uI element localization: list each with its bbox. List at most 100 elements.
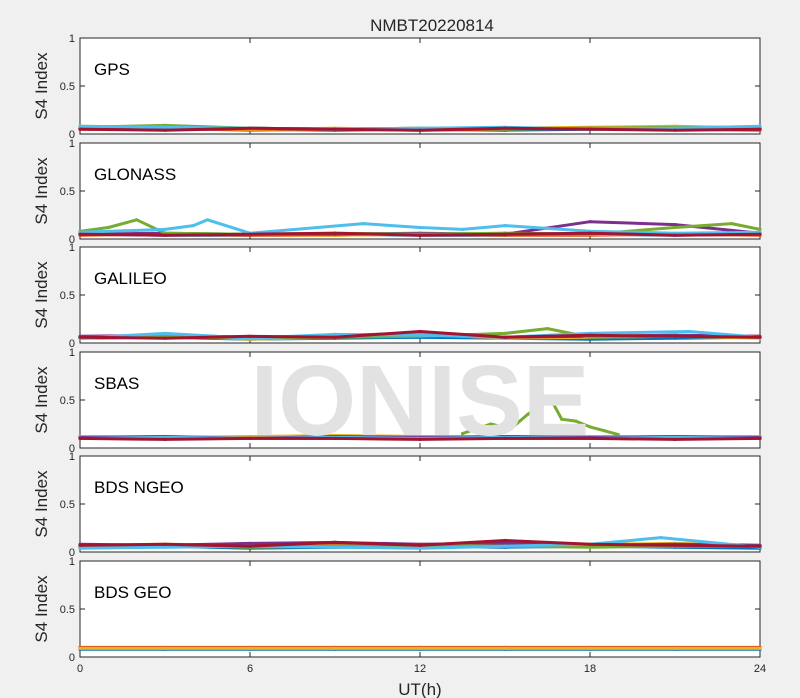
data-point bbox=[503, 538, 507, 543]
data-point bbox=[588, 545, 592, 549]
y-tick-label: 1 bbox=[69, 138, 75, 150]
plot-area bbox=[79, 351, 761, 449]
y-tick-label: 0 bbox=[69, 652, 75, 664]
data-point bbox=[418, 233, 422, 237]
x-axis-label: UT(h) bbox=[398, 680, 441, 698]
data-point bbox=[503, 541, 507, 546]
data-point bbox=[503, 335, 507, 339]
y-axis-label: S4 Index bbox=[32, 261, 51, 329]
data-point bbox=[489, 422, 493, 426]
data-point bbox=[163, 128, 167, 132]
data-point bbox=[163, 125, 167, 129]
data-point bbox=[602, 429, 606, 433]
data-point bbox=[503, 331, 507, 335]
y-tick-label: 0.5 bbox=[60, 81, 75, 93]
y-tick-label: 0 bbox=[69, 443, 75, 455]
y-tick-label: 0.5 bbox=[60, 186, 75, 198]
data-point bbox=[163, 233, 167, 237]
data-point bbox=[333, 332, 337, 336]
y-tick-label: 1 bbox=[69, 451, 75, 463]
data-point bbox=[588, 646, 592, 651]
y-tick-label: 1 bbox=[69, 242, 75, 254]
data-point bbox=[418, 329, 422, 334]
data-point bbox=[588, 231, 592, 235]
data-point bbox=[248, 646, 252, 651]
data-point bbox=[248, 334, 252, 338]
data-point bbox=[503, 232, 507, 236]
data-point bbox=[163, 227, 167, 231]
x-axis: 0 6 12 18 24 bbox=[77, 663, 766, 675]
data-point bbox=[361, 222, 365, 226]
data-point bbox=[78, 543, 82, 547]
data-point bbox=[418, 333, 422, 337]
data-point bbox=[78, 546, 82, 550]
y-tick-label: 0.5 bbox=[60, 499, 75, 511]
data-point bbox=[418, 546, 422, 550]
data-point bbox=[503, 436, 507, 440]
data-point bbox=[78, 335, 82, 339]
plot-area bbox=[79, 246, 761, 344]
data-point bbox=[616, 433, 620, 437]
panel-glonass: 0 0.5 1 S4 Index GLONASS bbox=[32, 138, 762, 246]
data-point bbox=[673, 437, 677, 441]
data-point bbox=[460, 432, 465, 436]
data-point bbox=[548, 396, 552, 400]
data-point bbox=[560, 417, 564, 421]
data-point bbox=[758, 436, 762, 440]
y-tick-label: 1 bbox=[69, 347, 75, 359]
data-point bbox=[758, 127, 762, 131]
data-point bbox=[333, 436, 337, 440]
data-point bbox=[588, 425, 592, 429]
data-point bbox=[333, 540, 337, 545]
y-axis-label: S4 Index bbox=[32, 157, 51, 225]
data-point bbox=[588, 127, 592, 131]
plot-area bbox=[79, 37, 761, 135]
data-point bbox=[163, 336, 167, 340]
data-point bbox=[758, 335, 762, 339]
data-point bbox=[545, 327, 550, 331]
data-point bbox=[687, 329, 691, 334]
data-point bbox=[78, 436, 82, 440]
y-tick-label: 0 bbox=[69, 547, 75, 559]
data-point bbox=[163, 646, 167, 651]
data-point bbox=[248, 544, 252, 548]
data-point bbox=[418, 128, 422, 132]
data-point bbox=[758, 544, 762, 548]
data-point bbox=[135, 218, 139, 222]
data-point bbox=[509, 427, 513, 431]
watermark: IONISE bbox=[251, 345, 590, 457]
data-point bbox=[659, 536, 663, 540]
data-point bbox=[333, 646, 337, 651]
data-point bbox=[333, 545, 337, 549]
y-tick-label: 1 bbox=[69, 33, 75, 45]
data-point bbox=[333, 231, 337, 235]
series-line bbox=[79, 218, 761, 235]
data-point bbox=[588, 436, 592, 440]
data-point bbox=[418, 543, 422, 547]
data-point bbox=[574, 419, 578, 423]
y-tick-label: 0.5 bbox=[60, 395, 75, 407]
panel-label: BDS NGEO bbox=[94, 478, 184, 497]
data-point bbox=[78, 232, 82, 236]
data-point bbox=[78, 124, 82, 128]
data-point bbox=[503, 646, 507, 651]
data-point bbox=[758, 124, 762, 128]
data-point bbox=[503, 224, 507, 228]
panel-gps: 0 0.5 1 S4 Index GPS bbox=[32, 33, 762, 141]
data-point bbox=[418, 437, 422, 441]
panel-galileo: 0 0.5 1 S4 Index GALILEO bbox=[32, 242, 762, 350]
x-tick-label: 24 bbox=[754, 663, 766, 675]
data-point bbox=[248, 541, 252, 546]
data-point bbox=[673, 128, 677, 132]
data-point bbox=[460, 227, 465, 231]
data-point bbox=[163, 545, 167, 549]
panel-label: GALILEO bbox=[94, 269, 167, 288]
data-point bbox=[526, 412, 530, 416]
data-point bbox=[503, 544, 507, 548]
panel-bds-geo: 0 0.5 1 S4 Index BDS GEO bbox=[32, 556, 762, 664]
panel-sbas: 0 0.5 1 S4 Index SBAS bbox=[32, 347, 762, 455]
panel-label: GPS bbox=[94, 60, 130, 79]
panel-label: BDS GEO bbox=[94, 583, 171, 602]
y-axis-label: S4 Index bbox=[32, 470, 51, 538]
data-point bbox=[758, 227, 762, 231]
